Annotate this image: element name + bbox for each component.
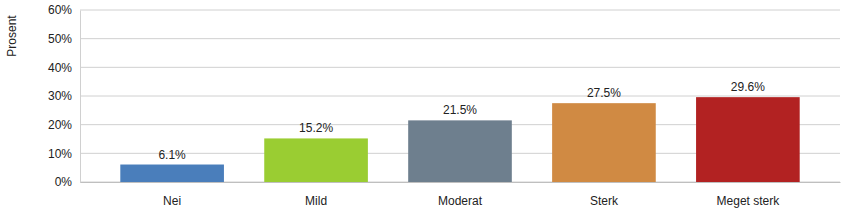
grid-line xyxy=(80,67,840,68)
x-axis: Nei Mild Moderat Sterk Meget sterk xyxy=(81,182,841,208)
y-tick: 50% xyxy=(48,32,80,46)
x-tick: Meget sterk xyxy=(717,182,781,208)
x-tick-label: Meget sterk xyxy=(717,194,781,208)
grid-line xyxy=(80,96,840,97)
y-axis-line xyxy=(80,11,81,183)
x-tick-label: Moderat xyxy=(438,194,483,208)
y-tick: 0% xyxy=(55,175,80,189)
data-label: 27.5% xyxy=(587,86,621,100)
bar xyxy=(408,120,512,182)
y-tick: 40% xyxy=(48,61,80,75)
x-tick: Mild xyxy=(305,182,327,208)
data-label: 6.1% xyxy=(158,148,186,162)
bars xyxy=(120,97,799,182)
x-tick: Sterk xyxy=(590,182,619,208)
x-tick-label: Sterk xyxy=(590,194,619,208)
data-label: 21.5% xyxy=(443,103,477,117)
bar xyxy=(120,165,224,182)
bar xyxy=(552,103,656,182)
x-tick-label: Mild xyxy=(305,194,327,208)
y-tick-label: 30% xyxy=(48,89,72,103)
x-axis-line xyxy=(81,182,841,183)
data-labels: 6.1% 15.2% 21.5% 27.5% 29.6% xyxy=(158,80,765,161)
y-tick-label: 40% xyxy=(48,61,72,75)
y-tick: 10% xyxy=(48,147,80,161)
data-label: 15.2% xyxy=(299,121,333,135)
y-axis-title: Prosent xyxy=(5,15,19,57)
chart: 0% 10% 20% 30% 40% 50% 60% Nei Mild Moderat Sterk M… xyxy=(0,0,845,218)
y-tick-label: 10% xyxy=(48,147,72,161)
x-tick: Nei xyxy=(163,182,181,208)
grid-line xyxy=(80,38,840,39)
bar xyxy=(264,138,368,182)
grid-line xyxy=(80,10,840,11)
y-axis: 0% 10% 20% 30% 40% 50% 60% xyxy=(48,3,81,189)
x-tick-label: Nei xyxy=(163,194,181,208)
x-tick: Moderat xyxy=(438,182,483,208)
data-label: 29.6% xyxy=(731,80,765,94)
bar xyxy=(696,97,800,182)
y-tick-label: 50% xyxy=(48,32,72,46)
y-tick-label: 60% xyxy=(48,3,72,17)
y-tick: 20% xyxy=(48,118,80,132)
y-tick: 60% xyxy=(48,3,80,17)
grid xyxy=(80,10,840,182)
y-tick-label: 0% xyxy=(55,175,73,189)
y-tick: 30% xyxy=(48,89,80,103)
y-tick-label: 20% xyxy=(48,118,72,132)
